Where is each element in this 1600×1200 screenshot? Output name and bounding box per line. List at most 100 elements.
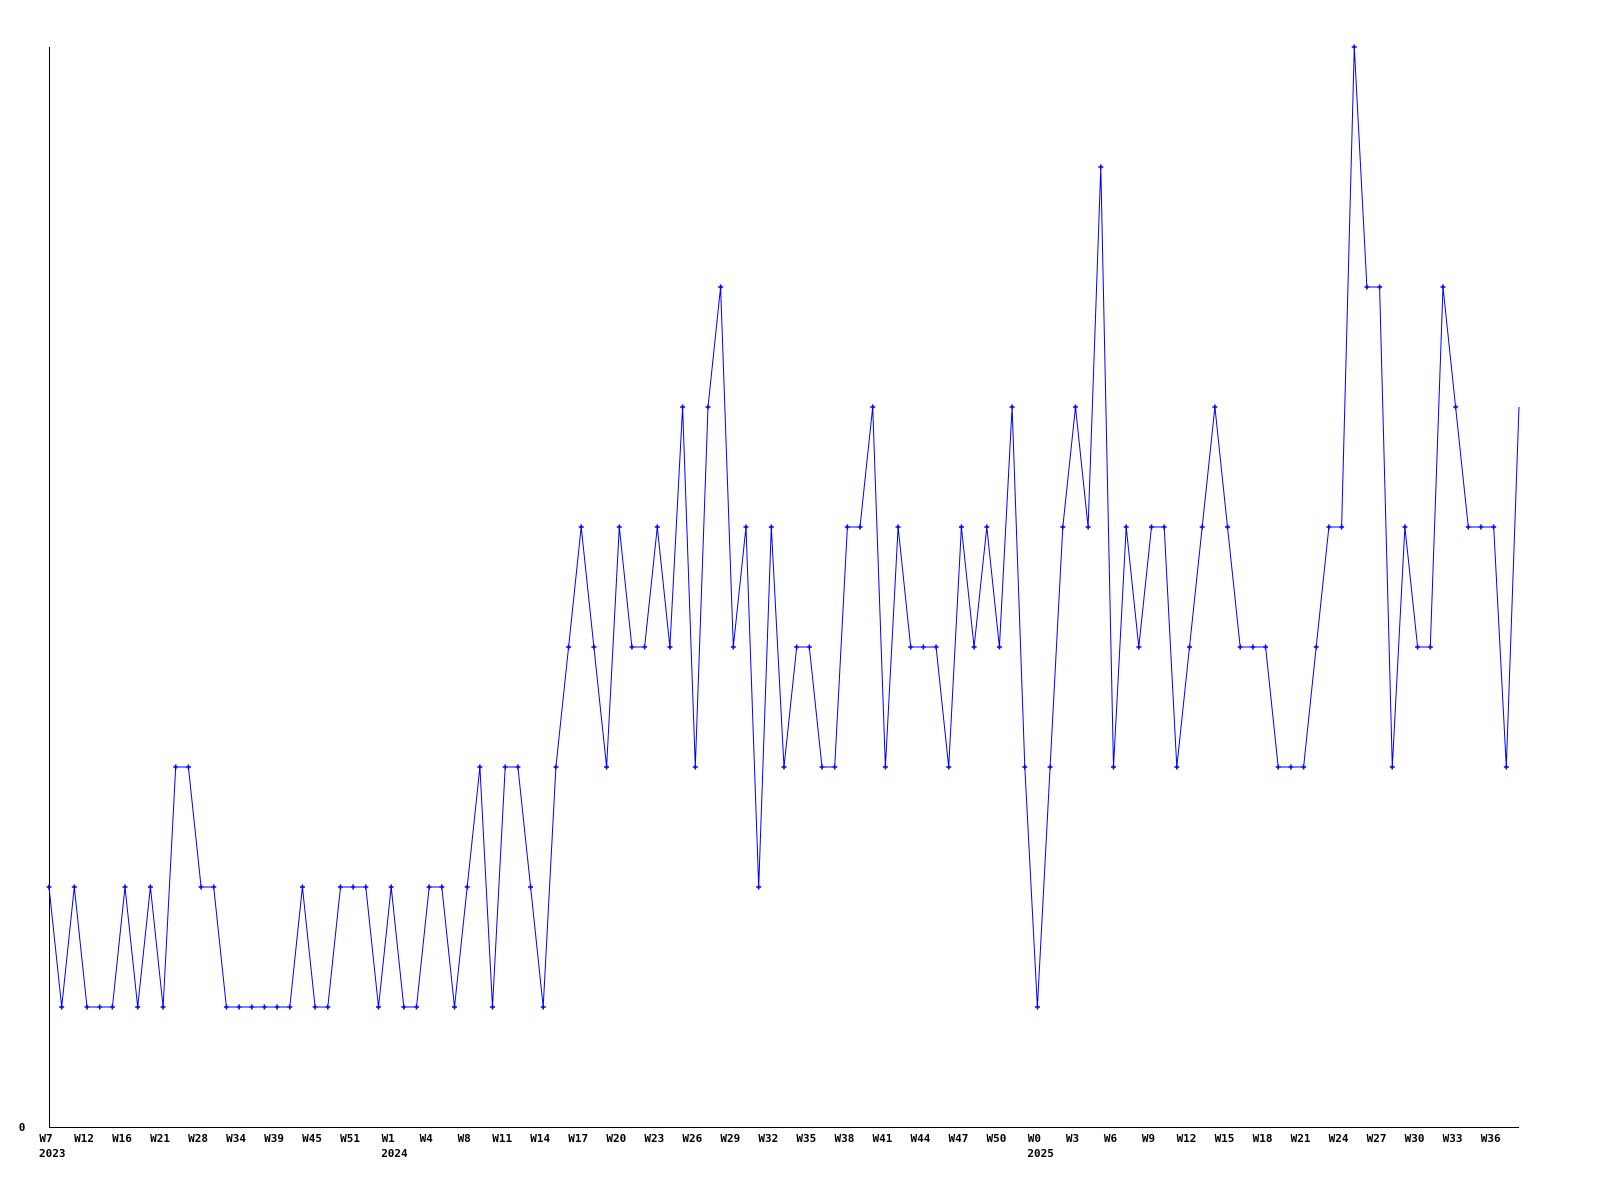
data-point [1503,764,1509,770]
data-point [1351,44,1357,50]
x-tick-label: W17 [568,1132,588,1145]
data-point [147,884,153,890]
data-point [616,524,622,530]
series-markers [46,44,1509,1010]
x-tick-label: W6 [1104,1132,1118,1145]
x-tick-label: W26 [682,1132,702,1145]
x-tick-label: W14 [530,1132,550,1145]
year-label: 2024 [381,1147,408,1160]
data-point [97,1004,103,1010]
data-point [299,884,305,890]
data-point [401,1004,407,1010]
data-point [920,644,926,650]
x-tick-label: W51 [340,1132,360,1145]
data-point [1174,764,1180,770]
data-point [312,1004,318,1010]
data-point [160,1004,166,1010]
data-point [375,1004,381,1010]
data-point [958,524,964,530]
x-tick-label: W24 [1329,1132,1349,1145]
data-point [1009,404,1015,410]
data-point [426,884,432,890]
data-point [1047,764,1053,770]
data-point [1136,644,1142,650]
x-tick-label: W33 [1443,1132,1463,1145]
data-point [680,404,686,410]
data-point [1187,644,1193,650]
data-point [502,764,508,770]
x-tick-label: W35 [796,1132,816,1145]
data-point [439,884,445,890]
data-point [350,884,356,890]
data-point [274,1004,280,1010]
x-tick-label: W28 [188,1132,208,1145]
data-point [1389,764,1395,770]
data-point [1301,764,1307,770]
data-point [1339,524,1345,530]
x-tick-label: W38 [834,1132,854,1145]
data-point [566,644,572,650]
data-point [844,524,850,530]
year-label: 2023 [39,1147,66,1160]
data-point [642,644,648,650]
data-point [414,1004,419,1010]
data-point [363,884,369,890]
x-tick-label: W9 [1142,1132,1155,1145]
x-tick-label: W12 [1177,1132,1197,1145]
data-point [249,1004,255,1010]
data-point [870,404,876,410]
data-point [109,1004,115,1010]
data-point [84,1004,90,1010]
x-tick-label: W50 [986,1132,1006,1145]
x-tick-label: W41 [872,1132,892,1145]
data-point [1022,764,1028,770]
data-point [806,644,812,650]
x-tick-label: W11 [492,1132,512,1145]
y-tick-label: 0 [19,1121,26,1134]
data-point [211,884,217,890]
data-point [832,764,838,770]
data-point [236,1004,242,1010]
data-point [654,524,660,530]
data-point [578,524,584,530]
data-point [667,644,673,650]
x-tick-label: W20 [606,1132,626,1145]
data-point [528,884,534,890]
data-point [477,764,483,770]
x-tick-label: W23 [644,1132,664,1145]
data-point [59,1004,65,1010]
data-point [1060,524,1066,530]
data-point [287,1004,293,1010]
data-point [971,644,977,650]
data-point [1199,524,1205,530]
data-point [984,524,990,530]
x-tick-label: W12 [74,1132,94,1145]
data-point [1212,404,1218,410]
x-tick-label: W18 [1253,1132,1273,1145]
data-point [591,644,597,650]
x-tick-label: W30 [1405,1132,1425,1145]
x-tick-label: W47 [948,1132,968,1145]
data-point [1465,524,1471,530]
x-tick-label: W36 [1481,1132,1501,1145]
x-tick-label: W15 [1215,1132,1235,1145]
series-line [48,46,1520,1008]
data-point [1263,644,1269,650]
data-point [946,764,952,770]
data-point [1326,524,1332,530]
year-label: 2025 [1027,1147,1054,1160]
data-point [173,764,179,770]
data-point [794,644,800,650]
data-point [464,884,470,890]
data-point [895,524,901,530]
data-point [337,884,343,890]
x-tick-label: W21 [150,1132,170,1145]
data-point [768,524,774,530]
data-point [135,1004,141,1010]
data-point [1313,644,1319,650]
data-point [1402,524,1408,530]
x-tick-labels: W7 W12 W16 W21 W28 W34 W39 W45 W51 W1 W4 W8 W11 W14 W1… [39,1132,1501,1145]
data-point [705,404,711,410]
x-tick-label: W7 [39,1132,52,1145]
